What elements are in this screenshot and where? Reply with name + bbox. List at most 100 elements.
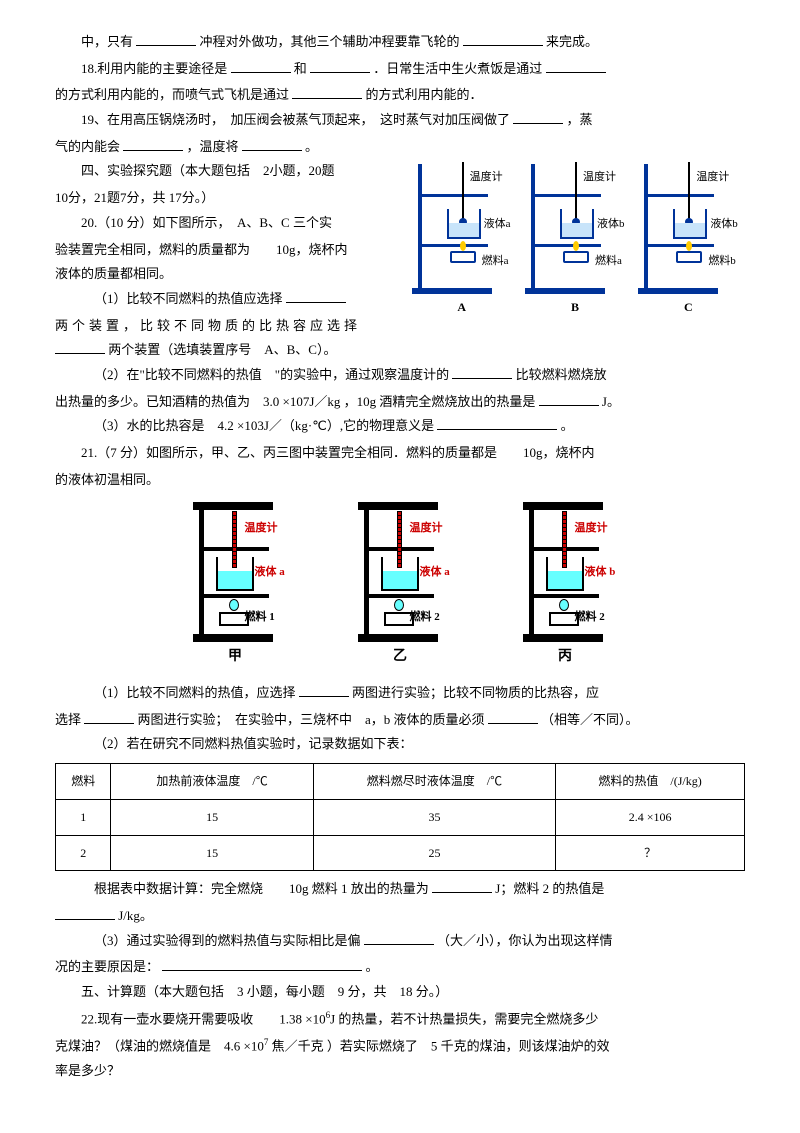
blank [463, 32, 543, 46]
diagram-c: 温度计 液体b 燃料b C [638, 159, 738, 319]
label-liquid-a: 液体a [484, 214, 511, 235]
text: 中，只有 [81, 34, 133, 49]
q18-line2: 的方式利用内能的，而喷气式飞机是通过 的方式利用内能的． [55, 83, 745, 108]
label-thermometer: 温度计 [470, 167, 503, 188]
text: 况的主要原因是： [55, 959, 159, 974]
blank [55, 340, 105, 354]
text: 。 [561, 418, 574, 433]
q20-p2-line1: （2）在"比较不同燃料的热值 "的实验中，通过观察温度计的 比较燃料燃烧放 [55, 363, 745, 388]
text: 克煤油？（煤油的燃烧值是 4.6 ×10 [55, 1038, 264, 1053]
th: 加热前液体温度 /℃ [111, 764, 313, 800]
label-liquid-a: 液体 a [420, 562, 450, 583]
q21-p2: （2）若在研究不同燃料热值实验时，记录数据如下表： [55, 732, 745, 757]
td: 15 [111, 835, 313, 871]
text: （大／小），你认为出现这样情 [437, 933, 613, 948]
td: ？ [556, 835, 745, 871]
text: 22.现有一壶水要烧开需要吸收 1.38 ×10 [81, 1011, 326, 1026]
q21-p3-line1: （3）通过实验得到的燃料热值与实际相比是偏 （大／小），你认为出现这样情 [55, 929, 745, 954]
blank [546, 59, 606, 73]
text: 根据表中数据计算：完全燃烧 10g 燃料 1 放出的热量为 [94, 881, 429, 896]
td: 2 [56, 835, 111, 871]
text: 和 [294, 61, 307, 76]
text: ．日常生活中生火煮饭是通过 [373, 61, 542, 76]
q19-line1: 19、在用高压锅烧汤时， 加压阀会被蒸气顶起来， 这时蒸气对加压阀做了 ，蒸 [55, 108, 745, 133]
text: （相等／不同）。 [541, 712, 639, 727]
blank [539, 392, 599, 406]
blank [286, 289, 346, 303]
text: J；燃料 2 的热值是 [495, 881, 604, 896]
label-liquid-b: 液体 b [585, 562, 616, 583]
label-fuel-b: 燃料b [708, 251, 736, 272]
label-thermometer: 温度计 [583, 167, 616, 188]
diagram-b: 温度计 液体b 燃料a B [525, 159, 625, 319]
text: 18.利用内能的主要途径是 [81, 61, 227, 76]
label-fuel-2: 燃料 2 [575, 607, 605, 628]
q17-line: 中，只有 冲程对外做功，其他三个辅助冲程要靠飞轮的 来完成。 [55, 30, 745, 55]
label-thermometer: 温度计 [575, 518, 608, 539]
table-header-row: 燃料 加热前液体温度 /℃ 燃料燃尽时液体温度 /℃ 燃料的热值 /(J/kg) [56, 764, 745, 800]
label-fuel-1: 燃料 1 [245, 607, 275, 628]
q21-p3-line2: 况的主要原因是： 。 [55, 955, 745, 980]
q21-p1-line1: （1）比较不同燃料的热值，应选择 两图进行实验；比较不同物质的比热容，应 [55, 681, 745, 706]
label-liquid-b: 液体b [597, 214, 625, 235]
label-fuel-a: 燃料a [482, 251, 509, 272]
diagram-jyb: 温度计 液体 a 燃料 1 甲 温度计 液体 a 燃料 2 乙 温度计 液体 b… [55, 502, 745, 671]
blank [231, 59, 291, 73]
section5-header: 五、计算题（本大题包括 3 小题，每小题 9 分，共 18 分。） [55, 980, 745, 1005]
diagram-label: 甲 [183, 644, 288, 671]
blank [364, 931, 434, 945]
blank [84, 710, 134, 724]
diagram-label: 乙 [348, 644, 453, 671]
q18-line1: 18.利用内能的主要途径是 和 ．日常生活中生火煮饭是通过 [55, 57, 745, 82]
diagram-jia: 温度计 液体 a 燃料 1 甲 [183, 502, 288, 671]
text: 来完成。 [546, 34, 598, 49]
label-thermometer: 温度计 [245, 518, 278, 539]
q21-p2-calc: 根据表中数据计算：完全燃烧 10g 燃料 1 放出的热量为 J；燃料 2 的热值… [55, 877, 745, 902]
text: J 的热量，若不计热量损失，需要完全燃烧多少 [330, 1011, 598, 1026]
diagram-abc: 温度计 液体a 燃料a A 温度计 液体b 燃料a B [405, 159, 745, 319]
blank [299, 683, 349, 697]
text: 冲程对外做功，其他三个辅助冲程要靠飞轮的 [200, 34, 460, 49]
th: 燃料 [56, 764, 111, 800]
text: 两图进行实验；比较不同物质的比热容，应 [352, 685, 599, 700]
blank [123, 137, 183, 151]
text: 选择 [55, 712, 81, 727]
text: J。 [602, 394, 620, 409]
text: 出热量的多少。已知酒精的热值为 3.0 ×107J／kg ，10g 酒精完全燃烧… [55, 394, 535, 409]
q22-line1: 22.现有一壶水要烧开需要吸收 1.38 ×106J 的热量，若不计热量损失，需… [55, 1007, 745, 1032]
text: ，蒸 [567, 112, 593, 127]
q21-p1-line2: 选择 两图进行实验； 在实验中，三烧杯中 a，b 液体的质量必须 （相等／不同）… [55, 708, 745, 733]
diagram-bing: 温度计 液体 b 燃料 2 丙 [513, 502, 618, 671]
text: （3）通过实验得到的燃料热值与实际相比是偏 [94, 933, 361, 948]
diagram-a: 温度计 液体a 燃料a A [412, 159, 512, 319]
blank [242, 137, 302, 151]
diagram-letter: B [525, 296, 625, 319]
text: （3）水的比热容是 4.2 ×103J／（kg·℃）,它的物理意义是 [94, 418, 434, 433]
th: 燃料的热值 /(J/kg) [556, 764, 745, 800]
q21-intro2: 的液体初温相同。 [55, 468, 745, 493]
q21-p2-calc2: J/kg。 [55, 904, 745, 929]
text: 比较燃料燃烧放 [516, 367, 607, 382]
text: （1）比较不同燃料的热值，应选择 [94, 685, 296, 700]
blank [310, 59, 370, 73]
table-row: 1 15 35 2.4 ×106 [56, 799, 745, 835]
data-table: 燃料 加热前液体温度 /℃ 燃料燃尽时液体温度 /℃ 燃料的热值 /(J/kg)… [55, 763, 745, 871]
blank [162, 957, 362, 971]
text: 的方式利用内能的． [366, 87, 483, 102]
td: 2.4 ×106 [556, 799, 745, 835]
label-liquid-b: 液体b [710, 214, 738, 235]
text: （1）比较不同燃料的热值应选择 [94, 291, 283, 306]
q20-p1-line3: 两个装置（选填装置序号 A、B、C）。 [55, 338, 745, 363]
q20-p2-line2: 出热量的多少。已知酒精的热值为 3.0 ×107J／kg ，10g 酒精完全燃烧… [55, 390, 745, 415]
text: J/kg。 [118, 908, 153, 923]
text: （2）在"比较不同燃料的热值 "的实验中，通过观察温度计的 [94, 367, 449, 382]
q20-p3: （3）水的比热容是 4.2 ×103J／（kg·℃）,它的物理意义是 。 [55, 414, 745, 439]
blank [437, 416, 557, 430]
diagram-letter: A [412, 296, 512, 319]
diagram-label: 丙 [513, 644, 618, 671]
text: 19、在用高压锅烧汤时， 加压阀会被蒸气顶起来， 这时蒸气对加压阀做了 [81, 112, 510, 127]
td: 25 [313, 835, 556, 871]
table-row: 2 15 25 ？ [56, 835, 745, 871]
td: 15 [111, 799, 313, 835]
text: 焦／千克 ）若实际燃烧了 5 千克的煤油，则该煤油炉的效 [268, 1038, 609, 1053]
